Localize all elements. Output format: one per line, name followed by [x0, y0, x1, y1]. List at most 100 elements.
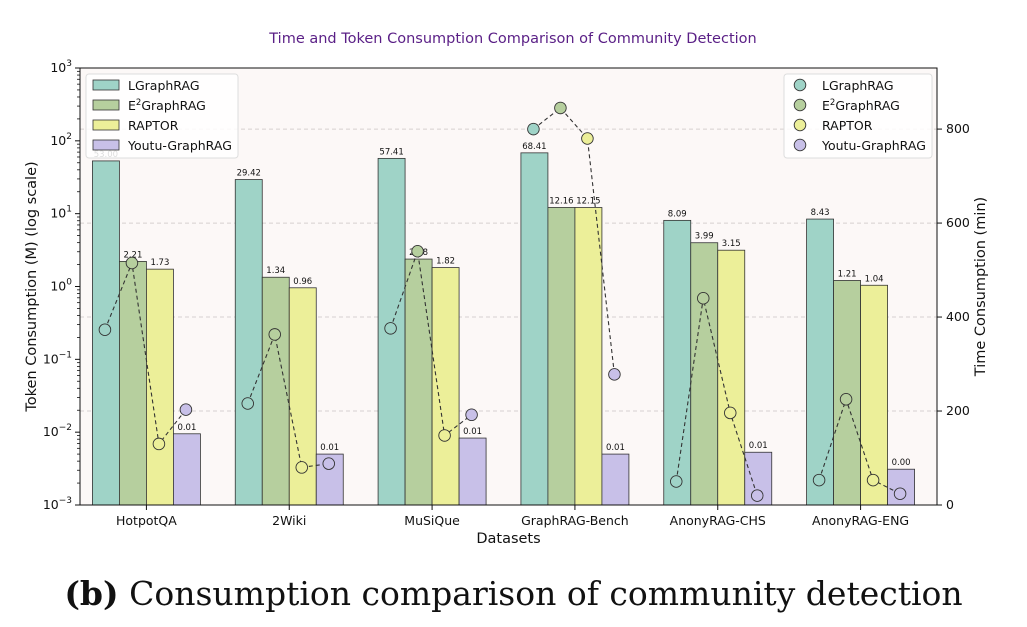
time-point: [608, 368, 621, 381]
time-line: [818, 397, 901, 495]
bar-value-label: 12.16: [549, 196, 573, 206]
time-point: [384, 322, 397, 335]
bar: [833, 280, 861, 506]
x-tick-label: GraphRAG-Bench: [521, 513, 629, 528]
time-point: [866, 473, 880, 487]
bar: [119, 261, 147, 506]
bar-value-label: 68.41: [522, 142, 546, 152]
bar: [261, 276, 290, 506]
time-line: [104, 260, 187, 446]
time-point: [812, 473, 826, 487]
time-point: [839, 393, 853, 406]
x-tick-label: AnonyRAG-CHS: [670, 513, 766, 528]
bar-value-label: 0.00: [892, 458, 911, 468]
y-tick-label: 100: [50, 278, 72, 294]
time-line: [675, 298, 758, 496]
legend-point-label: E2GraphRAG: [822, 98, 900, 113]
bar: [404, 258, 433, 506]
chart-title: Time and Token Consumption Comparison of…: [268, 31, 756, 47]
bar-value-label: 0.01: [749, 441, 768, 451]
x-tick-label: HotpotQA: [116, 513, 177, 528]
y-tick-label: 10−2: [43, 423, 72, 439]
bar-value-label: 1.04: [865, 274, 884, 284]
y-tick-label: 10−1: [43, 350, 72, 366]
legend-bar-swatch: [92, 139, 120, 151]
bar: [574, 207, 603, 506]
bar-value-label: 57.41: [379, 147, 403, 157]
y-tick-label: 10−3: [43, 496, 72, 512]
bar: [601, 453, 630, 506]
bar-value-label: 0.96: [293, 277, 312, 287]
bar: [146, 268, 174, 506]
legend-bar-label: LGraphRAG: [128, 78, 200, 93]
bar-value-label: 29.42: [237, 169, 261, 179]
bar-value-label: 1.82: [436, 257, 455, 267]
y-right-tick-label: 600: [946, 215, 970, 230]
time-point: [438, 429, 451, 442]
time-point: [527, 122, 540, 136]
caption-label: (b): [64, 574, 119, 613]
time-point: [581, 132, 594, 145]
bar-value-label: 1.21: [838, 269, 857, 279]
bar-value-label: 2.21: [123, 250, 142, 260]
legend-bars: [85, 73, 239, 159]
bar-value-label: 0.01: [463, 427, 482, 437]
bar-value-label: 12.15: [576, 197, 600, 207]
bar: [234, 179, 263, 506]
bar-value-label: 0.01: [606, 443, 625, 453]
y-axis-label: Token Consumption (M) (log scale): [24, 161, 40, 412]
x-tick-label: MuSiQue: [404, 513, 460, 528]
time-point: [554, 101, 567, 115]
bar: [806, 218, 834, 506]
bar-value-label: 1.73: [150, 258, 169, 268]
time-point: [268, 328, 282, 341]
y-tick-label: 101: [50, 205, 72, 221]
legend-point-swatch: [793, 98, 807, 112]
time-point: [98, 323, 112, 336]
legend-point-swatch: [793, 138, 807, 152]
time-point: [179, 403, 193, 416]
time-point: [295, 461, 309, 474]
bar: [690, 242, 719, 506]
time-point: [697, 291, 710, 305]
bar: [458, 437, 487, 506]
time-line: [247, 332, 329, 469]
bar: [547, 207, 576, 506]
legend-point-label: LGraphRAG: [822, 78, 894, 93]
y-right-tick-label: 200: [946, 403, 970, 418]
x-tick-label: AnonyRAG-ENG: [812, 513, 909, 528]
legend-bar-label: RAPTOR: [128, 118, 179, 133]
bar: [431, 267, 460, 506]
time-point: [724, 406, 737, 420]
y-right-tick-label: 0: [946, 497, 954, 512]
caption-text: Consumption comparison of community dete…: [129, 574, 963, 613]
legend-points: [783, 73, 933, 159]
bar: [173, 433, 201, 506]
legend-bar-swatch: [92, 119, 120, 131]
legend-point-label: RAPTOR: [822, 118, 873, 133]
legend-point-label: Youtu-GraphRAG: [821, 138, 926, 153]
x-tick-label: 2Wiki: [272, 513, 306, 528]
legend-point-swatch: [793, 118, 807, 132]
chart: Time and Token Consumption Comparison of…: [24, 31, 989, 547]
bar-value-label: 8.43: [811, 208, 830, 218]
time-point: [893, 487, 907, 500]
x-axis-label: Datasets: [476, 531, 540, 547]
bar: [520, 152, 549, 506]
bar-value-label: 0.01: [177, 423, 196, 433]
bar-value-label: 1.34: [266, 266, 285, 276]
bar-value-label: 0.01: [320, 443, 339, 453]
time-point: [465, 408, 478, 422]
legend-bar-label: E2GraphRAG: [128, 98, 206, 113]
bar: [860, 284, 888, 506]
time-point: [751, 489, 764, 502]
legend-point-swatch: [793, 78, 807, 92]
y-right-tick-label: 400: [946, 309, 970, 324]
bar: [663, 219, 692, 506]
bar-value-label: 3.15: [722, 239, 741, 249]
time-point: [125, 256, 139, 270]
time-line: [533, 107, 615, 375]
time-point: [411, 245, 424, 258]
y-right-tick-label: 800: [946, 121, 970, 136]
bar-value-label: 3.99: [695, 232, 714, 242]
